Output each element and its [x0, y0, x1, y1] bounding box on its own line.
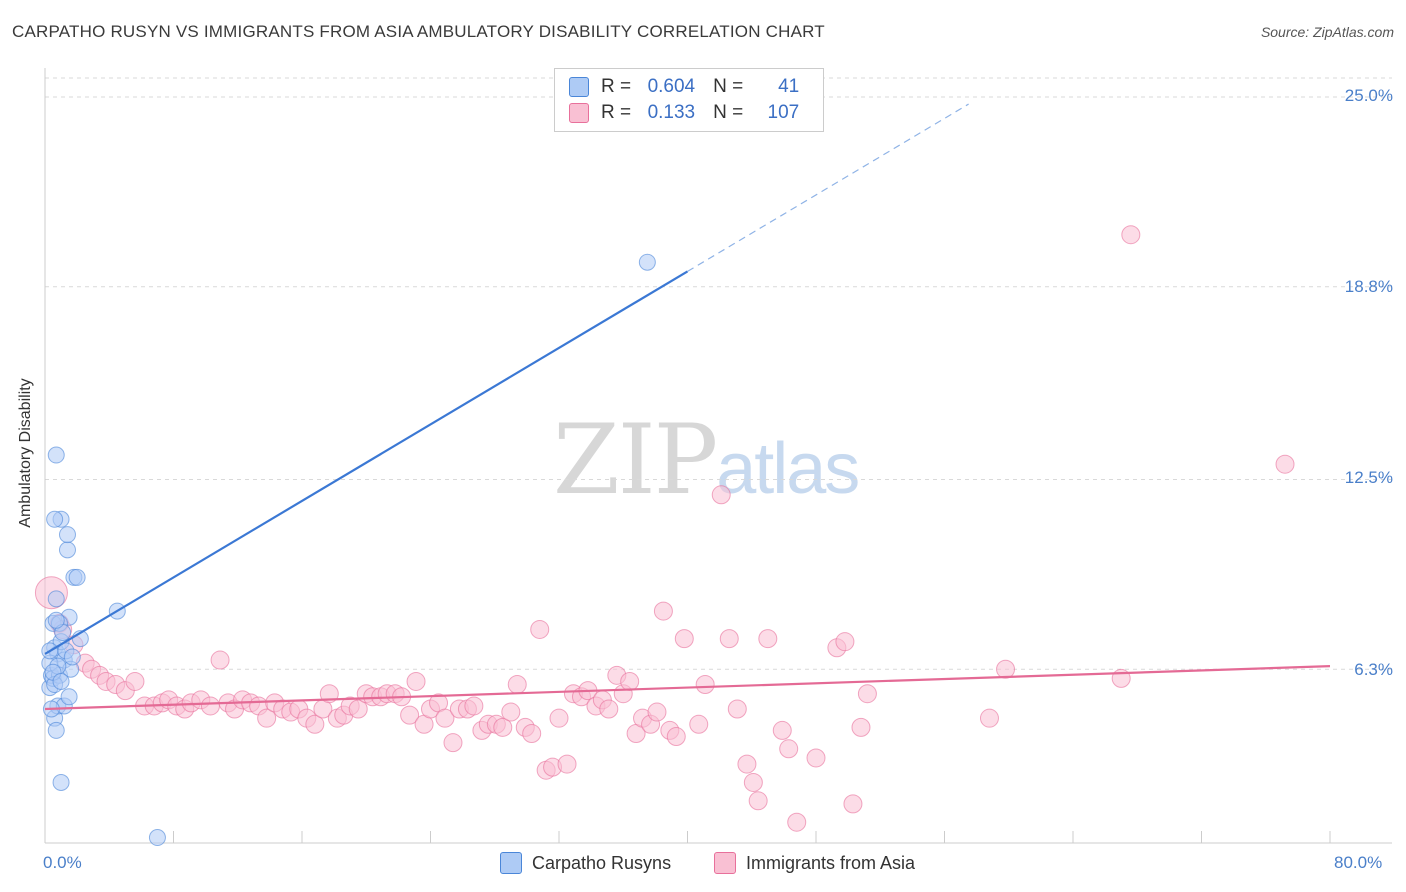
- immigrants-asia-point: [305, 714, 325, 734]
- carpatho-rusyn-point: [52, 672, 70, 690]
- immigrants-asia-point: [689, 714, 709, 734]
- immigrants-asia-point: [758, 629, 778, 649]
- immigrants-trend-line: [44, 665, 1331, 711]
- carpatho-rusyn-point: [47, 446, 65, 464]
- immigrants-asia-point: [1275, 454, 1295, 474]
- carpatho-rusyn-point: [68, 568, 86, 586]
- immigrants-asia-point: [435, 708, 455, 728]
- x-tick-label: 80.0%: [1334, 853, 1383, 872]
- immigrants-asia-point: [653, 601, 673, 621]
- carpatho-trend-line: [44, 270, 689, 655]
- immigrants-asia-point: [857, 684, 877, 704]
- chart-title: CARPATHO RUSYN VS IMMIGRANTS FROM ASIA A…: [12, 22, 825, 41]
- immigrants-asia-point: [835, 632, 855, 652]
- legend-swatch-blue: [500, 852, 522, 874]
- immigrants-asia-point: [737, 754, 757, 774]
- immigrants-asia-point: [748, 791, 768, 811]
- y-axis-label: Ambulatory Disability: [17, 378, 34, 528]
- carpatho-rusyn-point: [58, 541, 76, 559]
- immigrants-asia-point: [443, 733, 463, 753]
- immigrants-asia-point: [695, 675, 715, 695]
- immigrants-asia-point: [843, 794, 863, 814]
- immigrants-asia-point: [406, 671, 426, 691]
- carpatho-rusyn-point: [58, 526, 76, 544]
- legend-item-immigrants-asia: Immigrants from Asia: [714, 852, 915, 874]
- immigrants-asia-point: [501, 702, 521, 722]
- legend-swatch-pink: [569, 103, 589, 123]
- immigrants-asia-point: [493, 717, 513, 737]
- r-label: R =: [601, 76, 632, 97]
- immigrants-asia-point: [851, 717, 871, 737]
- r-value: 0.133: [647, 102, 696, 123]
- carpatho-rusyn-point: [60, 688, 78, 706]
- carpatho-rusyn-point: [47, 611, 65, 629]
- immigrants-asia-point: [464, 696, 484, 716]
- y-tick-label: 6.3%: [1354, 660, 1393, 679]
- watermark-atlas: atlas: [716, 429, 860, 509]
- y-tick-label: 18.8%: [1344, 277, 1393, 296]
- immigrants-asia-point: [200, 696, 220, 716]
- carpatho-rusyn-point: [63, 648, 81, 666]
- immigrants-asia-point: [319, 684, 339, 704]
- watermark: ZIPatlas: [553, 404, 860, 516]
- carpatho-rusyn-point: [46, 510, 64, 528]
- legend-swatch-pink: [714, 852, 736, 874]
- carpatho-trend-extension: [687, 103, 969, 272]
- immigrants-asia-point: [522, 723, 542, 743]
- carpatho-rusyn-point: [47, 590, 65, 608]
- immigrants-asia-point: [530, 619, 550, 639]
- immigrants-asia-point: [210, 650, 230, 670]
- immigrants-asia-point: [1121, 225, 1141, 245]
- immigrants-asia-point: [772, 720, 792, 740]
- immigrants-asia-point: [727, 699, 747, 719]
- y-tick-label: 25.0%: [1344, 86, 1393, 105]
- immigrants-asia-point: [979, 708, 999, 728]
- n-label: N =: [713, 102, 744, 123]
- r-value: 0.604: [647, 76, 696, 97]
- immigrants-asia-point: [507, 675, 527, 695]
- immigrants-asia-point: [719, 629, 739, 649]
- carpatho-rusyn-point: [47, 721, 65, 739]
- carpatho-rusyn-point: [148, 829, 166, 847]
- immigrants-asia-point: [647, 702, 667, 722]
- legend-row-asia: R = 0.133 N = 107: [569, 101, 799, 125]
- n-label: N =: [713, 76, 744, 97]
- immigrants-asia-point: [557, 754, 577, 774]
- immigrants-asia-point: [549, 708, 569, 728]
- immigrants-asia-point: [806, 748, 826, 768]
- n-value: 41: [778, 76, 800, 97]
- x-tick-label: 0.0%: [43, 853, 82, 872]
- immigrants-asia-point: [711, 485, 731, 505]
- immigrants-asia-point: [348, 699, 368, 719]
- carpatho-rusyn-point: [638, 253, 656, 271]
- immigrants-asia-point: [996, 659, 1016, 679]
- immigrants-asia-point: [787, 812, 807, 832]
- r-label: R =: [601, 102, 632, 123]
- carpatho-rusyn-point: [52, 773, 70, 791]
- legend-swatch-blue: [569, 77, 589, 97]
- immigrants-asia-point: [666, 727, 686, 747]
- n-value: 107: [767, 102, 800, 123]
- immigrants-asia-point: [779, 739, 799, 759]
- immigrants-asia-point: [674, 629, 694, 649]
- immigrants-asia-point: [743, 772, 763, 792]
- y-tick-label: 12.5%: [1344, 468, 1393, 487]
- immigrants-asia-point: [400, 705, 420, 725]
- legend-item-carpatho-rusyns: Carpatho Rusyns: [500, 852, 671, 874]
- correlation-legend: R = 0.604 N = 41 R = 0.133 N = 107: [554, 68, 824, 132]
- immigrants-asia-point: [620, 671, 640, 691]
- immigrants-asia-point: [257, 708, 277, 728]
- source-label: Source: ZipAtlas.com: [1260, 24, 1394, 40]
- legend-label: Immigrants from Asia: [746, 852, 916, 873]
- immigrants-asia-point: [125, 671, 145, 691]
- watermark-zip: ZIP: [553, 404, 718, 516]
- immigrants-asia-point: [599, 699, 619, 719]
- legend-label: Carpatho Rusyns: [532, 852, 672, 873]
- legend-row-carpatho: R = 0.604 N = 41: [569, 75, 799, 99]
